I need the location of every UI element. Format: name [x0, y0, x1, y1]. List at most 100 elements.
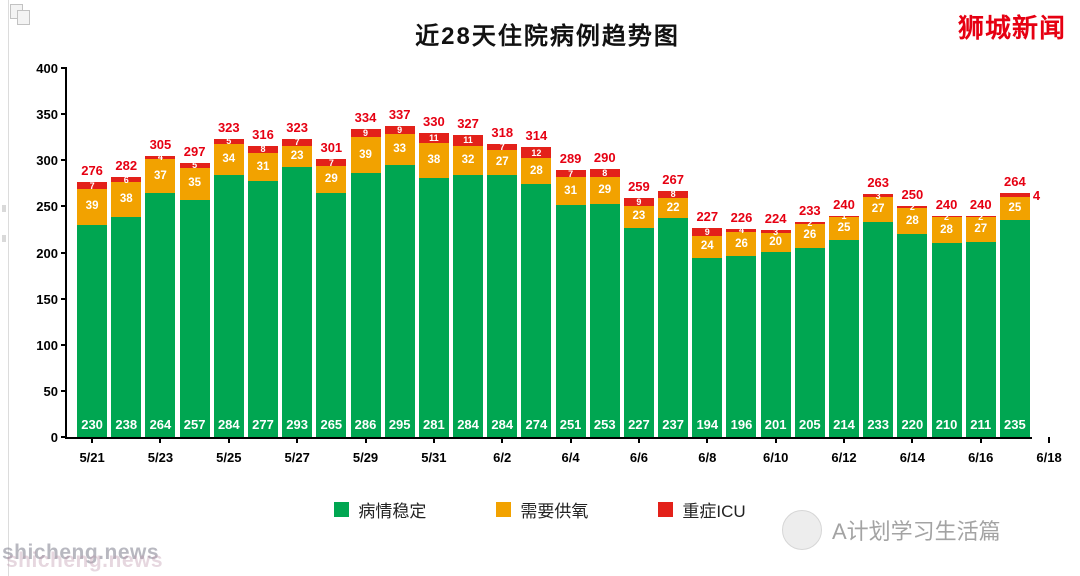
bar-segment-stable — [897, 234, 928, 437]
bar-label-oxygen: 38 — [427, 153, 441, 166]
y-axis-tick-mark — [61, 113, 67, 116]
bar-label-oxygen: 20 — [769, 235, 783, 248]
x-axis-tick-mark — [774, 437, 777, 443]
bar-segment-stable — [794, 247, 825, 437]
bar-segment-icu — [965, 215, 996, 218]
bar-label-stable: 196 — [730, 417, 753, 432]
bar-label-oxygen: 39 — [85, 200, 99, 213]
bar-label-total: 305 — [149, 136, 172, 152]
bar-segment-icu — [760, 230, 791, 234]
bar-label-stable: 201 — [764, 417, 787, 432]
y-axis-tick-label: 150 — [36, 291, 58, 307]
page-edge-mark — [2, 205, 6, 212]
bar-label-icu: 7 — [499, 141, 505, 152]
bar-segment-stable — [692, 258, 723, 437]
bar-segment-stable — [555, 205, 586, 437]
bar-label-oxygen: 38 — [119, 193, 133, 206]
bar-segment-stable — [453, 175, 484, 437]
bar-label-total: 282 — [115, 157, 138, 173]
bar-label-total: 267 — [662, 171, 684, 187]
bar-segment-icu — [999, 193, 1030, 198]
bar-label-oxygen: 23 — [632, 210, 646, 223]
bar-label-oxygen: 35 — [188, 177, 202, 190]
bar-segment-stable — [965, 242, 996, 437]
x-axis-tick-label: 6/10 — [763, 450, 789, 465]
bar-segment-oxygen — [418, 142, 449, 178]
legend-swatch-icon — [334, 502, 350, 517]
y-axis-tick-label: 0 — [50, 430, 58, 445]
bar-label-total: 316 — [252, 126, 274, 142]
legend-item-3: 重症ICU — [658, 497, 746, 522]
y-axis-tick-label: 300 — [36, 153, 58, 169]
bar-segment-icu — [350, 128, 381, 138]
bar-segment-stable — [623, 227, 654, 437]
bar-label-oxygen: 29 — [324, 172, 338, 185]
bar-segment-stable — [658, 218, 689, 437]
bar-segment-oxygen — [589, 176, 620, 204]
bar-segment-oxygen — [111, 182, 142, 218]
bar-label-icu: 7 — [89, 180, 95, 191]
bar-label-oxygen: 28 — [530, 164, 543, 177]
bar-segment-icu — [726, 228, 757, 233]
bar-label-total: 323 — [217, 120, 240, 136]
bar-segment-icu — [145, 155, 176, 160]
bar-segment-oxygen — [453, 145, 484, 176]
bar-label-stable: 284 — [491, 417, 514, 432]
bar-label-oxygen: 26 — [803, 229, 817, 242]
bar-label-stable: 284 — [217, 417, 240, 432]
bar-segment-icu — [623, 198, 654, 207]
bar-label-stable: 230 — [81, 417, 103, 432]
y-axis-tick-label: 250 — [36, 199, 58, 215]
bar-segment-oxygen — [863, 197, 894, 223]
bar-label-oxygen: 23 — [290, 149, 304, 162]
bar-segment-icu — [487, 143, 518, 151]
chart-plot-area: 0 50 100 150 200 250 300 350 400 5/21 5/23 5/25 5/27… — [36, 62, 1061, 464]
bar-segment-oxygen — [316, 165, 347, 193]
bar-label-total: 330 — [423, 113, 445, 129]
bar-label-icu: 7 — [568, 168, 574, 179]
bar-segment-icu — [282, 139, 313, 146]
bar-segment-oxygen — [521, 158, 552, 185]
bar-label-stable: 233 — [867, 417, 890, 432]
bar-label-icu: 11 — [463, 135, 473, 146]
y-axis-tick-mark — [61, 343, 67, 346]
bar-segment-oxygen — [760, 233, 791, 252]
bar-label-total: 240 — [969, 196, 992, 212]
x-axis-tick-label: 6/4 — [561, 450, 580, 465]
bar-label-total: 264 — [1004, 174, 1026, 190]
bar-label-stable: 194 — [696, 417, 719, 432]
legend-label: 重症ICU — [682, 502, 746, 521]
bar-label-stable: 286 — [354, 417, 377, 432]
bar-segment-stable — [213, 175, 244, 437]
bar-segment-stable — [999, 220, 1030, 437]
x-axis-tick-mark — [296, 437, 299, 443]
x-axis-tick-label: 5/23 — [147, 450, 174, 465]
bar-label-icu: 9 — [397, 125, 403, 136]
bar-label-oxygen: 29 — [598, 183, 612, 196]
bar-segment-stable — [487, 175, 518, 437]
bar-label-icu: 5 — [192, 160, 198, 171]
bar-label-oxygen: 39 — [359, 148, 372, 161]
bar-segment-icu — [555, 170, 586, 177]
bar-label-total: 226 — [730, 209, 753, 225]
bar-label-total: 250 — [901, 187, 924, 203]
page-edge-line — [8, 0, 9, 576]
x-axis-tick-mark — [911, 437, 914, 443]
bar-label-icu: 4 — [738, 225, 744, 236]
bar-segment-icu — [589, 169, 620, 177]
bar-segment-oxygen — [794, 223, 825, 248]
bar-label-stable: 281 — [423, 417, 445, 432]
bar-segment-icu — [829, 215, 860, 217]
bar-segment-stable — [418, 177, 449, 437]
x-axis-tick-mark — [364, 437, 367, 443]
x-axis-tick-label: 5/27 — [284, 450, 310, 465]
x-axis-tick-label: 6/16 — [968, 450, 994, 465]
bar-label-stable: 277 — [252, 417, 274, 432]
bar-segment-oxygen — [350, 137, 381, 174]
bar-segment-stable — [282, 166, 313, 437]
bar-segment-oxygen — [897, 208, 928, 235]
y-axis-tick-label: 350 — [36, 107, 58, 123]
bar-segment-oxygen — [179, 167, 210, 200]
x-axis-tick-mark — [1048, 437, 1051, 443]
bar-label-stable: 253 — [593, 417, 616, 432]
